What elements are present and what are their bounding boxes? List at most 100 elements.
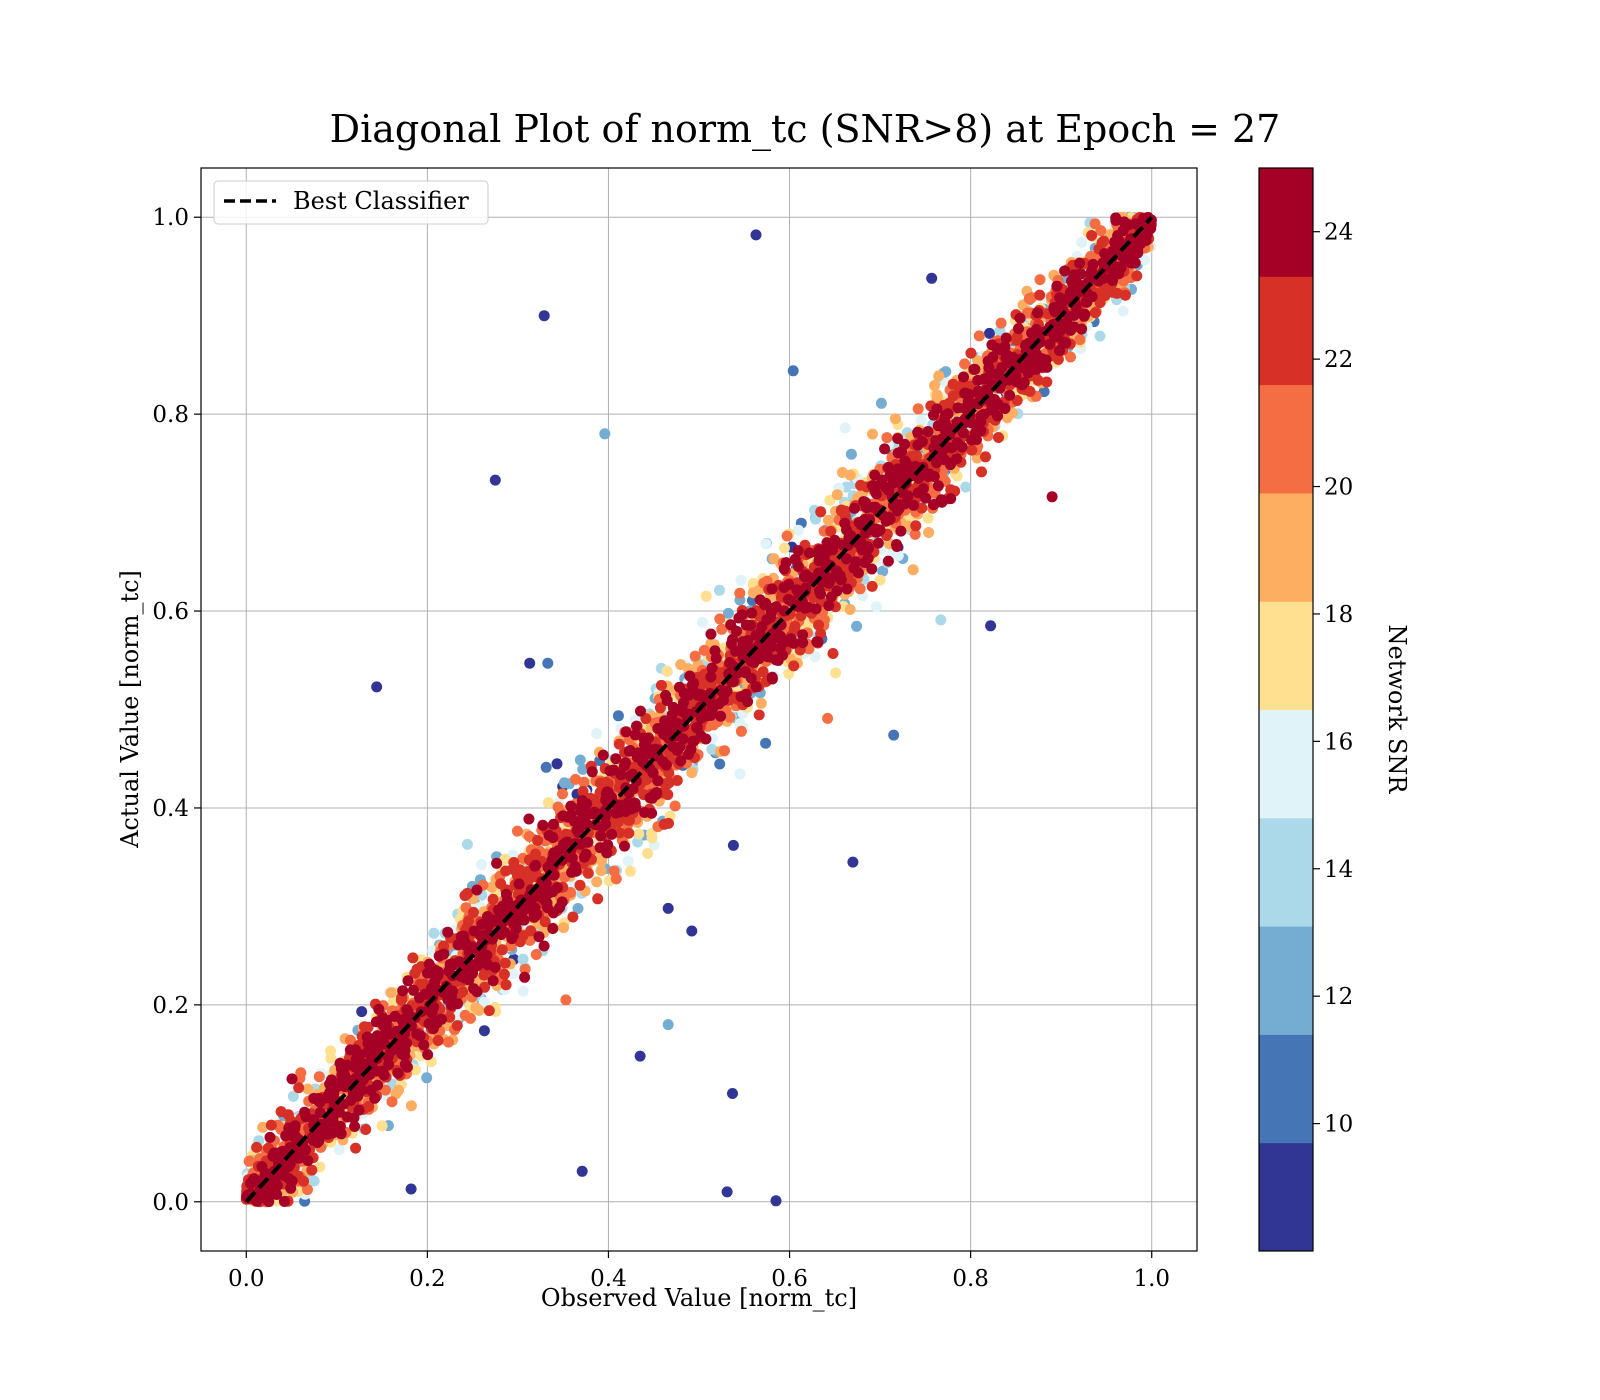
scatter-point — [624, 814, 635, 826]
scatter-point — [511, 825, 523, 837]
scatter-point — [523, 813, 535, 825]
scatter-point — [654, 702, 666, 714]
scatter-point — [567, 911, 579, 923]
scatter-point — [295, 1067, 307, 1079]
scatter-point — [623, 827, 635, 839]
scatter-point — [278, 1196, 290, 1207]
scatter-point — [972, 374, 984, 386]
plot-area: 0.0 0.2 0.4 0.6 0.8 1.0 0.00.20.40.60.81.0 — [152, 167, 1198, 1292]
scatter-point — [957, 427, 969, 439]
scatter-point — [1076, 236, 1088, 248]
scatter-point — [760, 737, 772, 749]
scatter-point — [401, 1061, 413, 1073]
scatter-point — [907, 564, 919, 576]
scatter-point — [275, 1106, 287, 1118]
scatter-point — [1110, 212, 1122, 224]
scatter-point — [432, 1035, 444, 1046]
scatter-point — [714, 758, 726, 770]
scatter-point — [990, 368, 1001, 380]
scatter-point — [551, 882, 563, 894]
scatter-point — [314, 1096, 326, 1108]
scatter-point — [834, 570, 846, 582]
scatter-point — [755, 697, 767, 709]
scatter-point — [572, 903, 584, 914]
scatter-point — [423, 958, 435, 970]
scatter-point — [349, 1121, 361, 1132]
scatter-point — [928, 499, 939, 511]
scatter-point — [1065, 351, 1076, 363]
scatter-point — [800, 582, 812, 594]
scatter-point — [386, 1096, 398, 1108]
scatter-point — [631, 720, 642, 732]
scatter-point — [972, 355, 984, 367]
scatter-point — [397, 985, 409, 997]
scatter-point — [1074, 257, 1086, 269]
scatter-point — [815, 588, 827, 600]
scatter-point — [945, 484, 957, 496]
scatter-point — [971, 452, 983, 464]
scatter-point — [499, 957, 511, 969]
scatter-point — [747, 587, 759, 599]
scatter-point — [922, 512, 934, 524]
scatter-point — [976, 466, 987, 478]
scatter-point — [461, 888, 473, 900]
scatter-point — [486, 881, 498, 893]
scatter-point — [831, 489, 843, 501]
scatter-point — [688, 735, 700, 747]
scatter-point — [825, 525, 837, 537]
scatter-point — [519, 971, 531, 983]
scatter-point — [1054, 345, 1065, 356]
scatter-point — [476, 859, 487, 871]
scatter-point — [597, 749, 609, 761]
scatter-point — [471, 884, 483, 896]
scatter-point — [499, 853, 511, 865]
scatter-point — [646, 832, 658, 844]
scatter-point — [539, 916, 551, 928]
scatter-point — [443, 1036, 454, 1048]
scatter-point — [558, 922, 570, 934]
scatter-point — [302, 1184, 313, 1196]
scatter-point — [286, 1073, 298, 1085]
scatter-point — [874, 574, 886, 586]
scatter-point — [251, 1141, 263, 1153]
scatter-point — [517, 953, 529, 965]
scatter-point — [556, 896, 568, 908]
scatter-point — [959, 358, 971, 370]
scatter-point — [825, 572, 837, 584]
scatter-point — [442, 926, 454, 938]
scatter-point — [458, 930, 470, 942]
scatter-point — [715, 710, 727, 722]
scatter-point — [591, 876, 603, 888]
scatter-point — [968, 363, 980, 375]
scatter-point — [995, 317, 1007, 329]
scatter-point — [612, 710, 624, 722]
scatter-point — [750, 681, 762, 693]
scatter-point — [595, 830, 607, 842]
scatter-point — [740, 619, 752, 631]
scatter-point — [333, 1144, 345, 1155]
scatter-point — [764, 602, 776, 614]
scatter-point — [243, 1155, 255, 1167]
scatter-point — [1119, 289, 1131, 301]
scatter-point — [841, 583, 853, 595]
scatter-point — [600, 776, 612, 788]
scatter-point — [478, 1025, 490, 1037]
scatter-point — [909, 528, 921, 540]
scatter-point — [867, 428, 878, 440]
scatter-point — [423, 1018, 435, 1030]
scatter-point — [1123, 219, 1135, 231]
scatter-point — [915, 414, 927, 426]
scatter-point — [498, 968, 510, 980]
scatter-point — [714, 613, 726, 625]
scatter-point — [326, 1074, 337, 1086]
scatter-point — [876, 474, 888, 486]
scatter-point — [1094, 330, 1106, 342]
scatter-point — [264, 1131, 276, 1143]
scatter-point — [302, 1155, 314, 1167]
scatter-point — [695, 712, 707, 724]
scatter-point — [675, 659, 687, 671]
scatter-point — [760, 538, 772, 550]
scatter-point — [530, 848, 541, 860]
scatter-point — [827, 648, 839, 659]
scatter-point — [705, 628, 717, 640]
